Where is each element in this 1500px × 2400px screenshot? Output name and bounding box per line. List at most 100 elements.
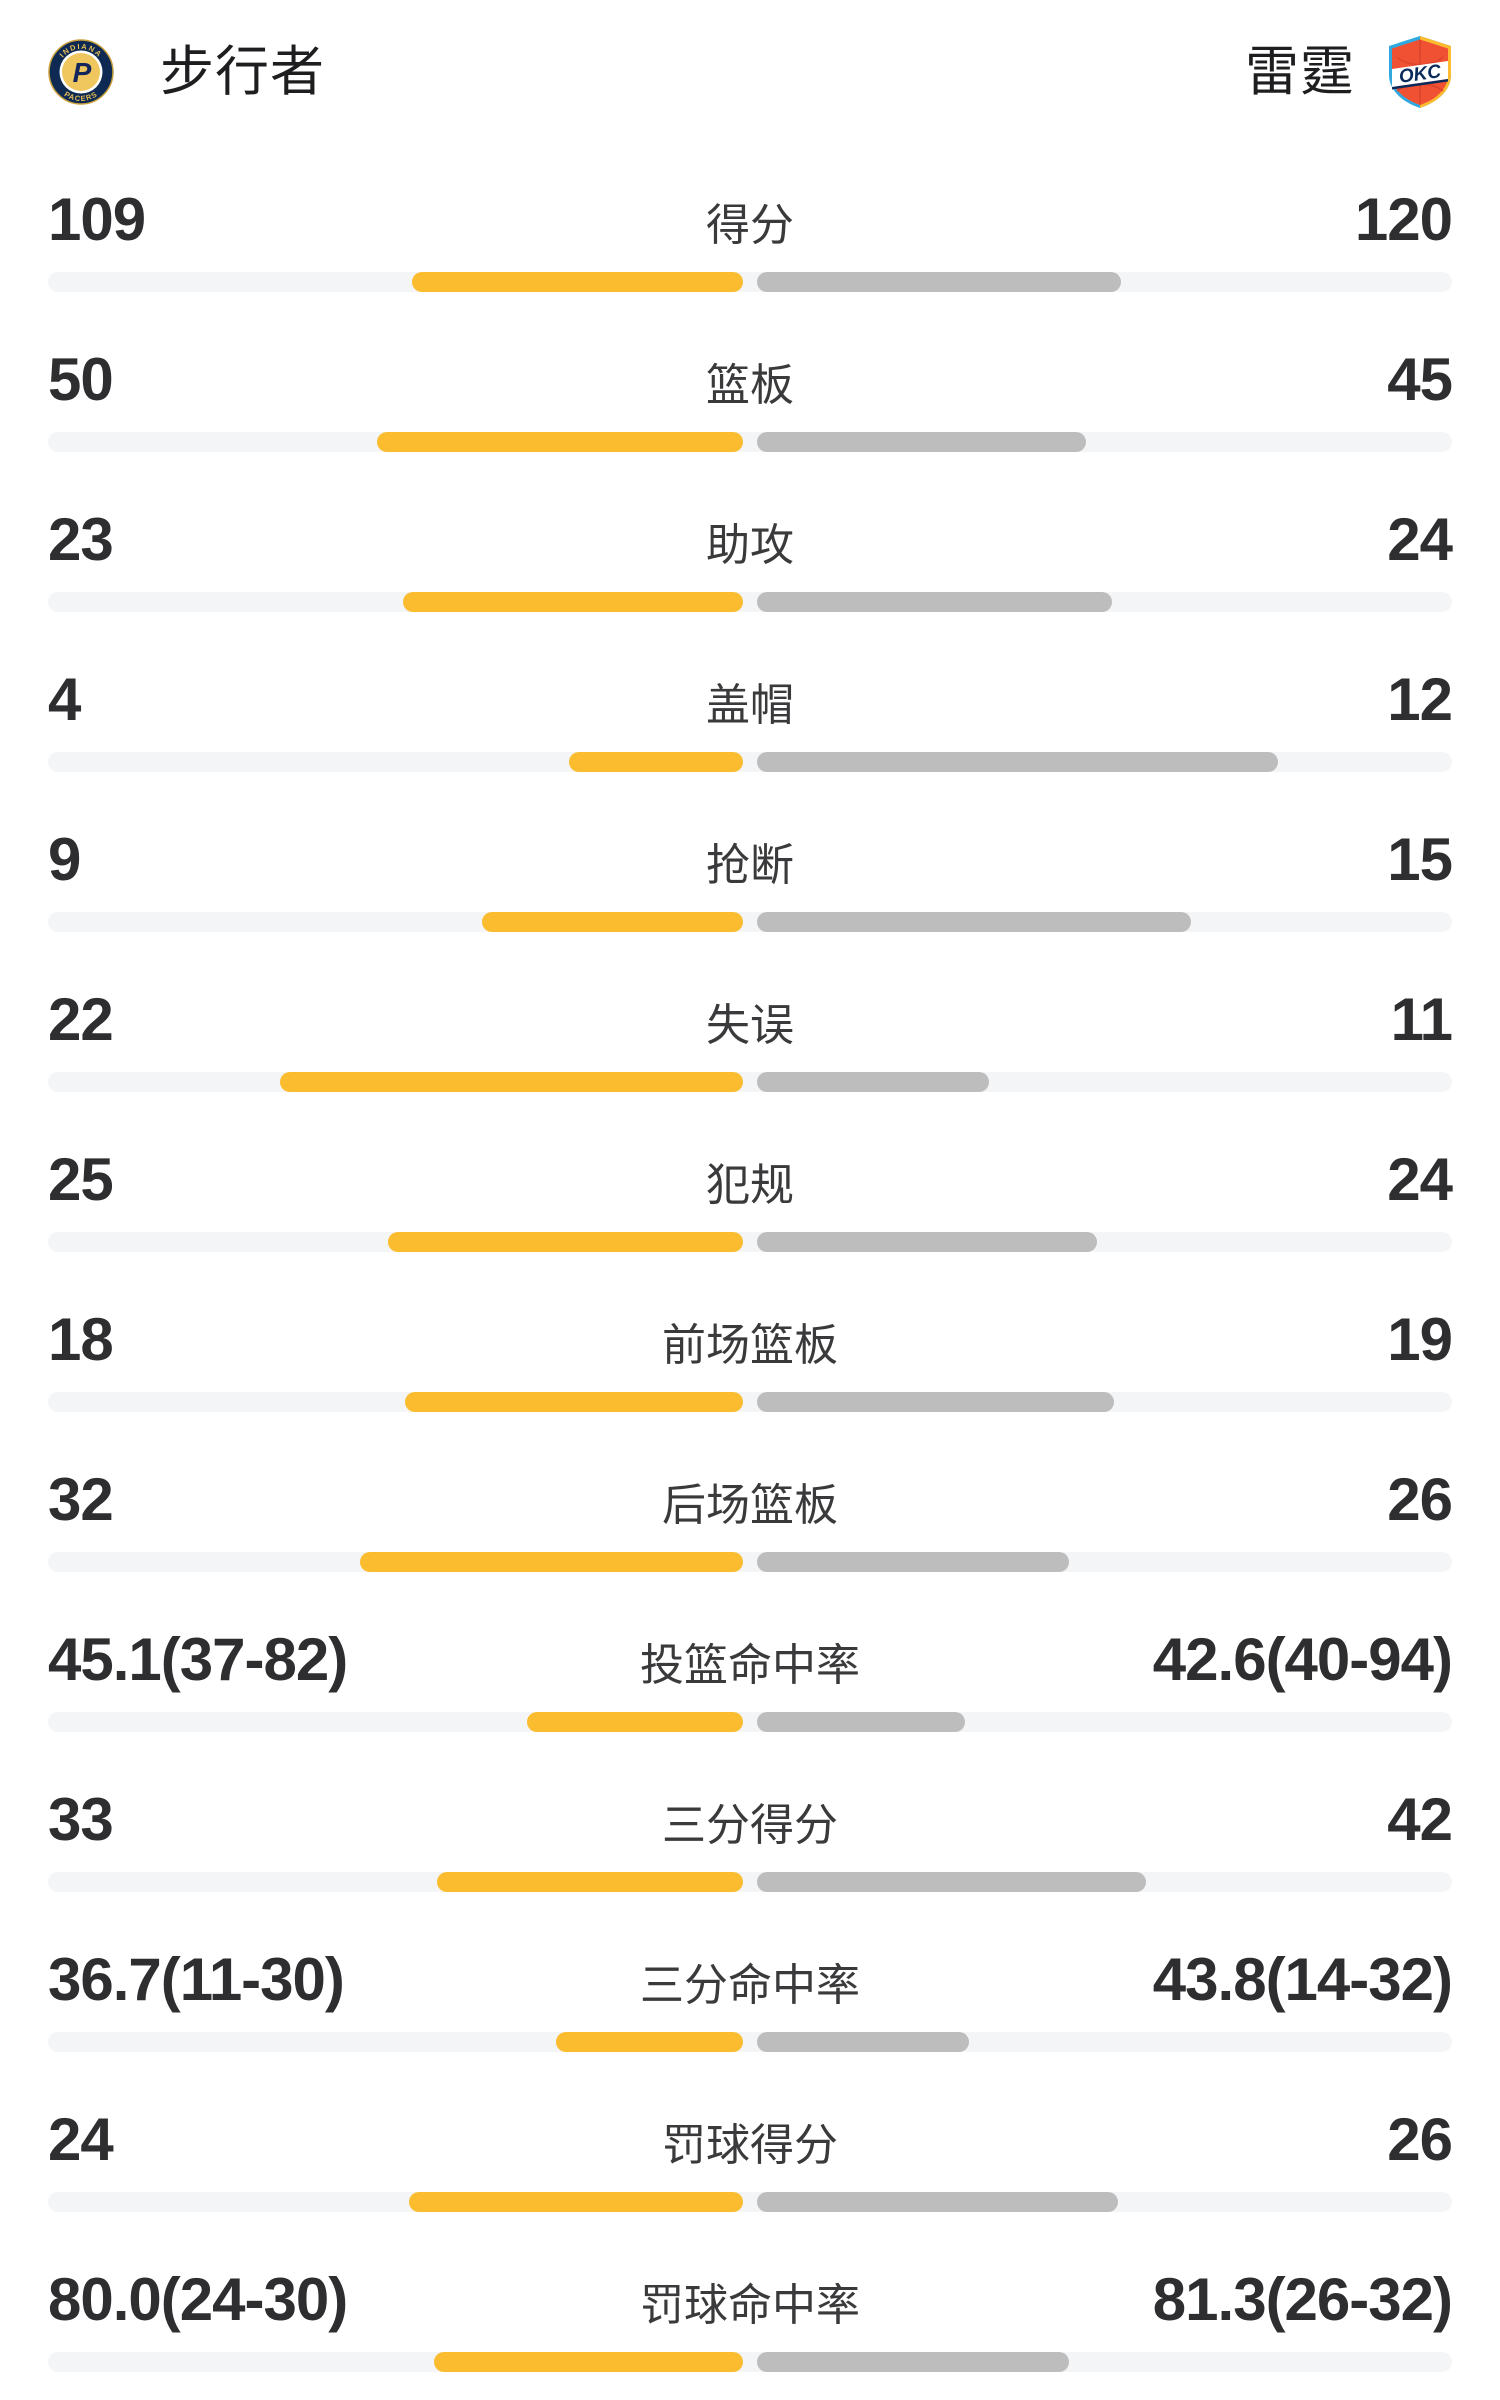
- stat-value-right: 24: [1387, 1146, 1453, 1213]
- stat-value-right: 19: [1387, 1306, 1453, 1373]
- stat-label: 罚球命中率: [640, 2281, 860, 2330]
- stat-bar-right: [757, 1072, 989, 1092]
- stat-bar-track: [48, 912, 1452, 932]
- stat-value-left: 18: [48, 1306, 114, 1373]
- stat-bar-right: [757, 1872, 1146, 1892]
- stat-label: 篮板: [706, 361, 794, 410]
- stat-label: 犯规: [706, 1161, 794, 1210]
- stat-values-line: 36.7(11-30) 三分命中率 43.8(14-32): [48, 1946, 1453, 2013]
- stat-value-right: 26: [1387, 2106, 1453, 2173]
- stat-bar-right: [757, 432, 1086, 452]
- stat-bar-left: [556, 2032, 743, 2052]
- stat-row: 18 前场篮板 19: [48, 1250, 1453, 1412]
- stat-values-line: 80.0(24-30) 罚球命中率 81.3(26-32): [48, 2270, 1453, 2330]
- stat-label: 前场篮板: [662, 1321, 838, 1370]
- team-right: 雷霆 OKC: [1245, 35, 1455, 109]
- stat-label: 罚球得分: [662, 2121, 838, 2170]
- stat-bar-track: [48, 592, 1452, 612]
- stat-value-right: 45: [1387, 346, 1453, 413]
- stat-value-right: 43.8(14-32): [1152, 1946, 1453, 2013]
- stat-values-line: 22 失误 11: [48, 986, 1453, 1053]
- stat-bar-left: [405, 1392, 743, 1412]
- team-name-right: 雷霆: [1245, 42, 1355, 102]
- stat-row: 36.7(11-30) 三分命中率 43.8(14-32): [48, 1890, 1453, 2052]
- stat-bar-right: [757, 1232, 1097, 1252]
- stat-bar-left: [437, 1872, 743, 1892]
- stat-bar-track: [48, 1072, 1452, 1092]
- stat-value-left: 36.7(11-30): [48, 1946, 345, 2013]
- stat-label: 得分: [706, 201, 794, 250]
- stat-row: 4 盖帽 12: [48, 610, 1453, 772]
- stat-bar-track: [48, 2352, 1452, 2372]
- stat-values-line: 23 助攻 24: [48, 506, 1453, 573]
- svg-text:P: P: [73, 57, 92, 88]
- stat-bar-left: [434, 2352, 743, 2372]
- stat-values-line: 32 后场篮板 26: [48, 1466, 1453, 1533]
- stat-row: 109 得分 120: [48, 130, 1453, 292]
- stat-bar-track: [48, 272, 1452, 292]
- stat-bar-right: [757, 752, 1278, 772]
- stat-bar-left: [360, 1552, 743, 1572]
- stat-row: 9 抢断 15: [48, 770, 1453, 932]
- stat-bar-track: [48, 2192, 1452, 2212]
- stat-bar-right: [757, 1392, 1114, 1412]
- stat-row: 33 三分得分 42: [48, 1730, 1453, 1892]
- stat-bar-right: [757, 592, 1112, 612]
- stat-label: 后场篮板: [662, 1481, 838, 1530]
- stat-values-line: 4 盖帽 12: [48, 670, 1453, 730]
- stat-row: 24 罚球得分 26: [48, 2050, 1453, 2212]
- stat-label: 三分得分: [662, 1801, 838, 1850]
- stat-value-right: 11: [1390, 986, 1453, 1053]
- stat-bar-left: [412, 272, 743, 292]
- stat-row: 25 犯规 24: [48, 1090, 1453, 1252]
- stat-bar-left: [388, 1232, 743, 1252]
- svg-text:PACERS: PACERS: [63, 89, 100, 103]
- stat-label: 三分命中率: [640, 1961, 860, 2010]
- pacers-logo: INDIANA PACERS P: [48, 39, 114, 105]
- stat-bar-left: [280, 1072, 743, 1092]
- stat-row: 45.1(37-82) 投篮命中率 42.6(40-94): [48, 1570, 1453, 1732]
- stat-bar-right: [757, 1712, 965, 1732]
- stat-values-line: 33 三分得分 42: [48, 1786, 1453, 1853]
- team-left: INDIANA PACERS P 步行者: [48, 39, 325, 105]
- stat-value-right: 15: [1387, 826, 1453, 893]
- stat-bar-track: [48, 1712, 1452, 1732]
- stat-bar-track: [48, 1392, 1452, 1412]
- stat-label: 抢断: [706, 841, 794, 890]
- stat-bar-track: [48, 2032, 1452, 2052]
- stat-values-line: 109 得分 120: [48, 186, 1453, 253]
- stat-value-left: 22: [48, 986, 114, 1053]
- stat-bar-right: [757, 2352, 1069, 2372]
- stat-label: 助攻: [706, 521, 794, 570]
- okc-thunder-logo: OKC: [1385, 35, 1455, 109]
- stat-bar-right: [757, 912, 1191, 932]
- stat-values-line: 9 抢断 15: [48, 826, 1453, 893]
- stat-value-left: 109: [48, 186, 146, 253]
- stat-value-right: 42: [1387, 1786, 1453, 1853]
- stat-value-right: 42.6(40-94): [1152, 1626, 1453, 1693]
- stat-row: 32 后场篮板 26: [48, 1410, 1453, 1572]
- stat-bar-left: [569, 752, 743, 772]
- stat-row: 50 篮板 45: [48, 290, 1453, 452]
- stat-bar-left: [377, 432, 743, 452]
- team-name-left: 步行者: [160, 42, 325, 102]
- stat-label: 盖帽: [706, 681, 794, 730]
- stat-bar-right: [757, 2192, 1118, 2212]
- stat-bar-track: [48, 432, 1452, 452]
- stat-value-left: 45.1(37-82): [48, 1626, 348, 1693]
- stat-label: 失误: [706, 1001, 794, 1050]
- stats-list: 109 得分 120 50 篮板 45 23 助攻 24: [0, 130, 1500, 2372]
- stat-bar-right: [757, 272, 1121, 292]
- stat-row: 22 失误 11: [48, 930, 1453, 1092]
- stat-bar-track: [48, 1872, 1452, 1892]
- stat-bar-track: [48, 1552, 1452, 1572]
- stat-bar-right: [757, 1552, 1069, 1572]
- stat-bar-right: [757, 2032, 969, 2052]
- stat-bar-left: [482, 912, 743, 932]
- stat-value-left: 32: [48, 1466, 114, 1533]
- stat-label: 投篮命中率: [640, 1641, 860, 1690]
- stat-value-left: 9: [48, 826, 81, 893]
- stat-value-right: 120: [1354, 186, 1453, 253]
- stat-value-right: 24: [1387, 506, 1453, 573]
- stat-bar-left: [409, 2192, 743, 2212]
